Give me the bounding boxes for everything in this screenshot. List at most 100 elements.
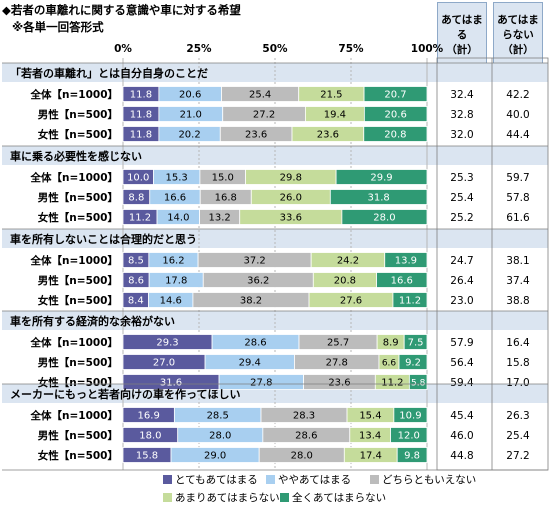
bar-value-label: 28.0 xyxy=(373,213,395,224)
legend-label: とてもあてはまる xyxy=(175,474,258,486)
agree-total-value: 59.4 xyxy=(450,377,474,389)
agree-total-value: 57.9 xyxy=(450,337,473,349)
group-title: 「若者の車離れ」とは自分自身のことだ xyxy=(10,66,208,80)
row-label: 女性【n=500】 xyxy=(38,449,118,462)
bar-value-label: 29.0 xyxy=(204,451,226,462)
totals-table-frame xyxy=(436,57,549,471)
bar-value-label: 31.8 xyxy=(368,193,390,204)
agree-total-value: 44.8 xyxy=(450,450,473,462)
bar-value-label: 29.8 xyxy=(280,173,302,184)
bar-value-label: 14.6 xyxy=(160,296,182,307)
bar-segment xyxy=(390,427,428,443)
bar-value-label: 8.4 xyxy=(128,296,144,307)
bar-value-label: 29.9 xyxy=(370,173,392,184)
bar-value-label: 9.8 xyxy=(404,451,420,462)
disagree-total-value: 37.4 xyxy=(506,275,530,287)
bar-value-label: 16.6 xyxy=(391,276,413,287)
bar-segment xyxy=(392,292,428,308)
bar-value-label: 7.5 xyxy=(408,338,424,349)
bar-segment xyxy=(408,374,428,390)
agree-total-value: 56.4 xyxy=(450,357,474,369)
bar-value-label: 11.8 xyxy=(130,90,152,101)
bar-value-label: 25.4 xyxy=(249,90,271,101)
x-tick-label: 75% xyxy=(338,43,364,55)
bar-value-label: 27.0 xyxy=(153,358,175,369)
bar-value-label: 28.6 xyxy=(244,338,266,349)
bar-segment xyxy=(384,252,428,268)
bar-segment xyxy=(393,407,428,423)
row-label: 女性【n=500】 xyxy=(38,376,118,389)
bar-value-label: 25.7 xyxy=(327,338,349,349)
header-disagree-total: あてはまらない （計） xyxy=(493,2,543,68)
bar-value-label: 29.3 xyxy=(156,338,178,349)
bar-value-label: 9.2 xyxy=(405,358,421,369)
row-label: 女性【n=500】 xyxy=(38,211,118,224)
bar-value-label: 28.6 xyxy=(295,431,317,442)
bar-value-label: 15.3 xyxy=(166,173,188,184)
bar-value-label: 13.9 xyxy=(395,256,417,267)
bar-value-label: 28.3 xyxy=(293,411,315,422)
bar-value-label: 11.2 xyxy=(399,296,421,307)
bar-value-label: 28.5 xyxy=(207,411,229,422)
bar-value-label: 17.4 xyxy=(360,451,382,462)
bar-value-label: 13.4 xyxy=(359,431,381,442)
agree-total-value: 46.0 xyxy=(450,430,473,442)
bar-segment xyxy=(363,86,428,102)
disagree-total-value: 42.2 xyxy=(506,89,529,101)
disagree-total-value: 16.4 xyxy=(506,337,530,349)
bar-segment xyxy=(335,169,428,185)
group-title: メーカーにもっと若者向けの車を作ってほしい xyxy=(10,387,240,401)
bar-value-label: 20.8 xyxy=(384,130,406,141)
row-label: 全体【n=1000】 xyxy=(30,254,119,267)
row-label: 男性【n=500】 xyxy=(38,429,118,442)
legend-swatch xyxy=(280,493,289,502)
group-title: 車を所有する経済的な余裕がない xyxy=(10,314,175,328)
bar-segment xyxy=(329,189,428,205)
agree-total-value: 24.7 xyxy=(450,255,473,267)
agree-total-value: 32.0 xyxy=(450,129,473,141)
bar-value-label: 16.8 xyxy=(215,193,237,204)
row-label: 全体【n=1000】 xyxy=(30,336,119,349)
bar-value-label: 21.5 xyxy=(320,90,342,101)
bar-value-label: 20.8 xyxy=(334,276,356,287)
row-label: 全体【n=1000】 xyxy=(30,409,119,422)
bar-value-label: 8.8 xyxy=(128,193,144,204)
disagree-total-value: 15.8 xyxy=(506,357,529,369)
bar-value-label: 16.9 xyxy=(138,411,160,422)
agree-total-value: 25.2 xyxy=(450,212,473,224)
row-label: 全体【n=1000】 xyxy=(30,88,119,101)
disagree-total-value: 38.8 xyxy=(506,295,529,307)
bar-value-label: 27.2 xyxy=(253,110,275,121)
bar-segment xyxy=(398,354,428,370)
bar-value-label: 23.6 xyxy=(245,130,267,141)
group-title: 車を所有しないことは合理的だと思う xyxy=(10,232,197,246)
chart-title: ◆若者の車離れに関する意識や車に対する希望 xyxy=(2,3,241,17)
bar-value-label: 16.6 xyxy=(164,193,186,204)
row-label: 男性【n=500】 xyxy=(38,356,118,369)
x-tick-label: 0% xyxy=(114,43,132,55)
disagree-total-value: 61.6 xyxy=(506,212,530,224)
bar-value-label: 20.6 xyxy=(179,90,201,101)
bar-value-label: 15.8 xyxy=(136,451,158,462)
bar-value-label: 38.2 xyxy=(240,296,262,307)
bar-value-label: 29.4 xyxy=(239,358,261,369)
bar-value-label: 11.8 xyxy=(130,130,152,141)
row-label: 女性【n=500】 xyxy=(38,128,118,141)
bar-value-label: 20.6 xyxy=(385,110,407,121)
legend-label: ややあてはまる xyxy=(278,474,351,486)
bar-value-label: 11.8 xyxy=(130,110,152,121)
disagree-total-value: 26.3 xyxy=(506,410,529,422)
bar-value-label: 28.0 xyxy=(209,431,231,442)
bar-segment xyxy=(341,209,428,225)
bar-value-label: 18.0 xyxy=(139,431,161,442)
bar-value-label: 5.8 xyxy=(411,379,426,389)
bar-value-label: 37.2 xyxy=(243,256,265,267)
bar-value-label: 20.2 xyxy=(178,130,200,141)
disagree-total-value: 44.4 xyxy=(506,129,530,141)
bar-segment xyxy=(376,272,428,288)
bar-value-label: 8.6 xyxy=(128,276,144,287)
legend-swatch xyxy=(163,493,172,502)
bar-value-label: 24.2 xyxy=(337,256,359,267)
legend-swatch xyxy=(163,475,172,484)
section-band xyxy=(2,63,548,82)
